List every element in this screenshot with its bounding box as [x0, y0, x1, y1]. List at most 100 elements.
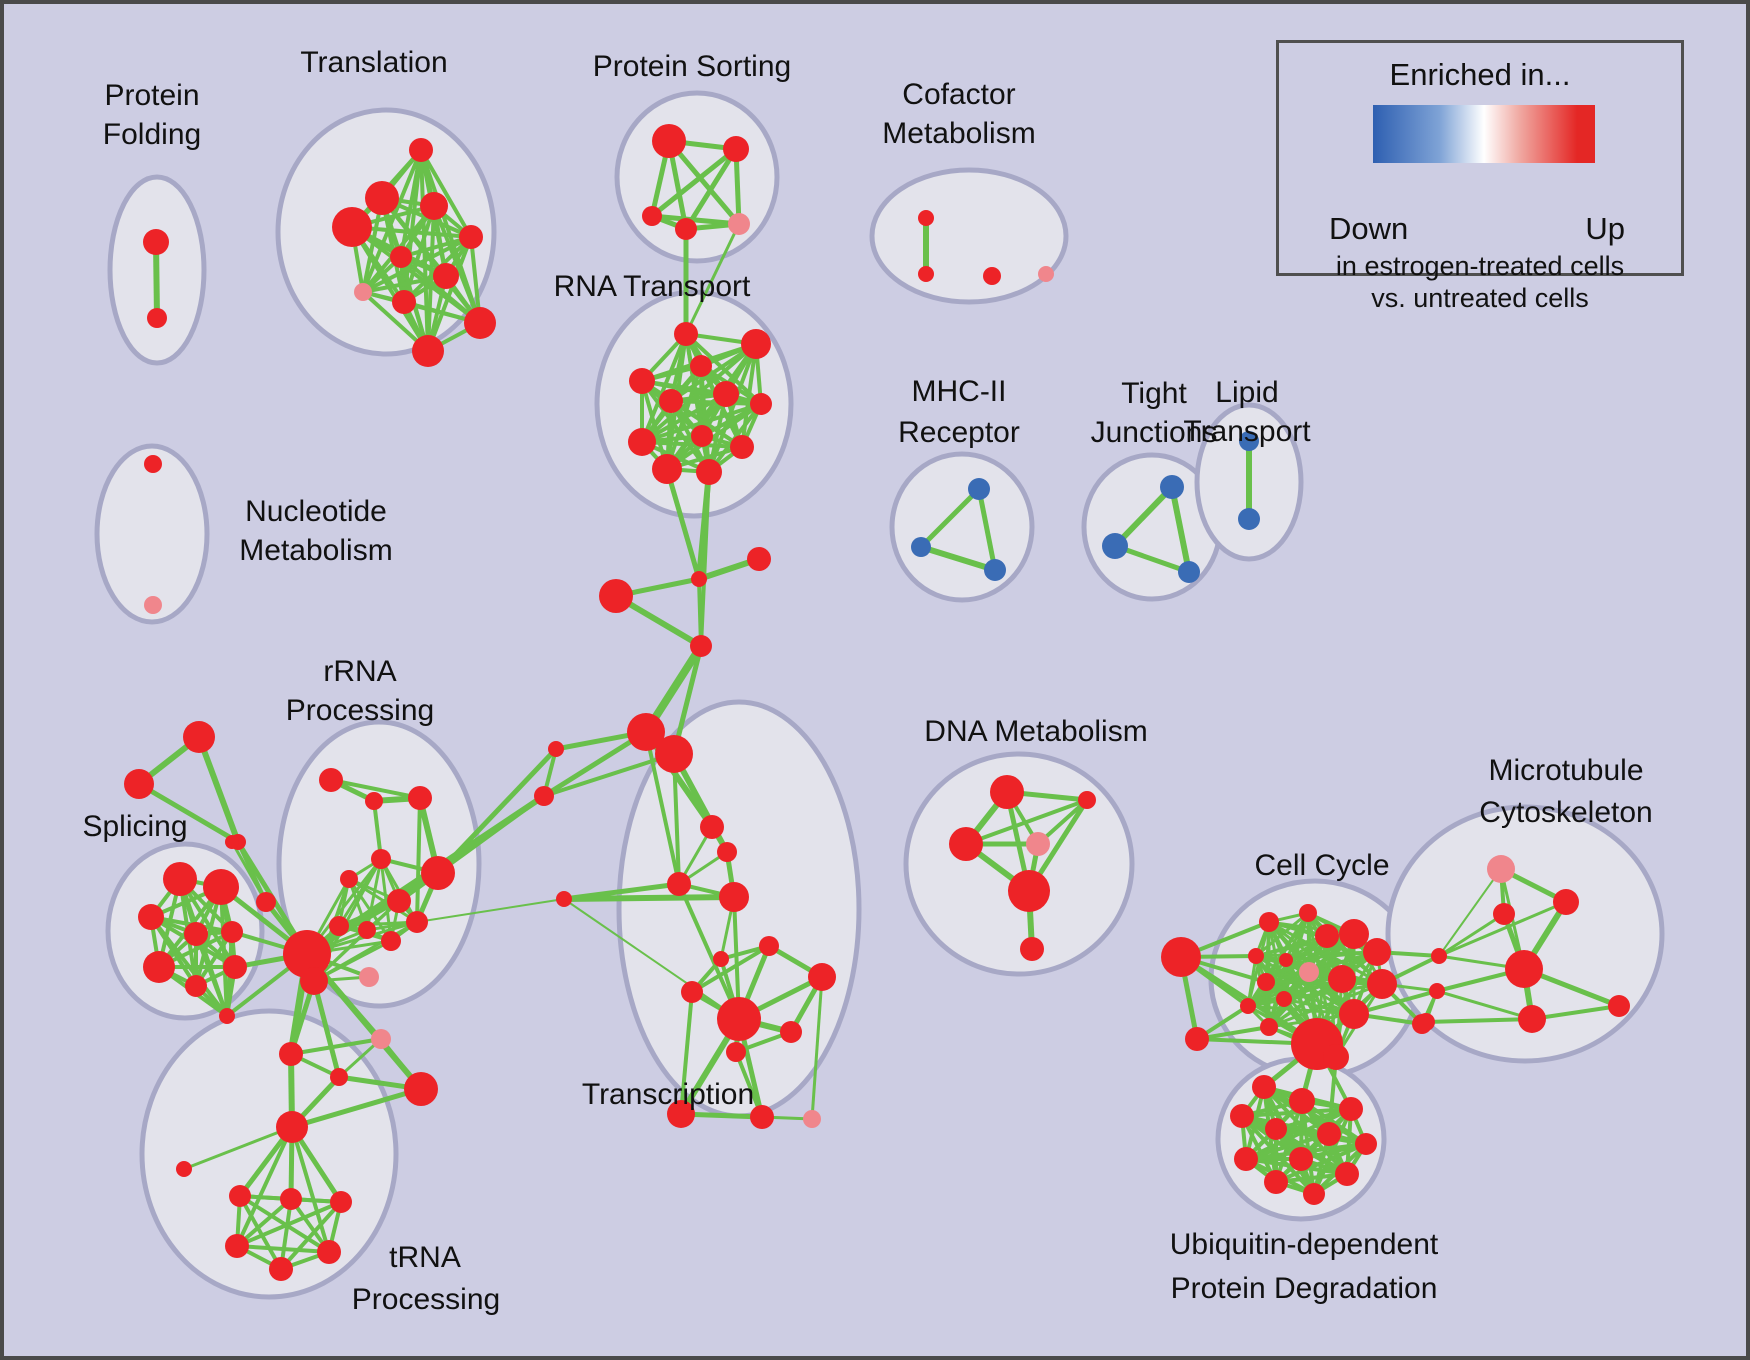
node-up-red[interactable] [719, 882, 749, 912]
node-up-red[interactable] [628, 428, 656, 456]
node-up-red[interactable] [279, 1042, 303, 1066]
node-up-red[interactable] [464, 307, 496, 339]
node-up-red[interactable] [713, 381, 739, 407]
node-down-blue[interactable] [911, 537, 931, 557]
node-up-red[interactable] [1289, 1147, 1313, 1171]
node-down-blue[interactable] [1160, 475, 1184, 499]
node-up-red[interactable] [229, 1185, 251, 1207]
node-up-red[interactable] [300, 967, 328, 995]
node-up-red[interactable] [387, 889, 411, 913]
node-up-red[interactable] [390, 246, 412, 268]
node-up-red[interactable] [256, 892, 276, 912]
node-up-red[interactable] [412, 335, 444, 367]
node-up-red[interactable] [203, 869, 239, 905]
node-up-red[interactable] [1230, 1104, 1254, 1128]
node-up-red[interactable] [1608, 995, 1630, 1017]
node-up-red[interactable] [1265, 1118, 1287, 1140]
node-up-red[interactable] [409, 138, 433, 162]
node-up-red[interactable] [276, 1111, 308, 1143]
node-up-red[interactable] [1505, 950, 1543, 988]
node-up-red[interactable] [655, 735, 693, 773]
node-up-light[interactable] [354, 283, 372, 301]
node-up-red[interactable] [1279, 953, 1293, 967]
node-up-red[interactable] [404, 1072, 438, 1106]
node-up-red[interactable] [1493, 903, 1515, 925]
node-up-light[interactable] [1038, 266, 1054, 282]
node-up-red[interactable] [599, 579, 633, 613]
node-down-blue[interactable] [1239, 431, 1259, 451]
node-up-red[interactable] [726, 1042, 746, 1062]
node-down-blue[interactable] [1178, 561, 1200, 583]
node-up-red[interactable] [652, 454, 682, 484]
node-up-red[interactable] [408, 786, 432, 810]
node-up-red[interactable] [225, 835, 239, 849]
node-up-red[interactable] [1185, 1027, 1209, 1051]
node-up-red[interactable] [747, 547, 771, 571]
node-down-blue[interactable] [984, 559, 1006, 581]
node-up-red[interactable] [1289, 1088, 1315, 1114]
node-up-red[interactable] [358, 921, 376, 939]
node-up-light[interactable] [359, 967, 379, 987]
node-up-red[interactable] [918, 266, 934, 282]
node-up-red[interactable] [1299, 904, 1317, 922]
node-up-red[interactable] [319, 768, 343, 792]
node-up-red[interactable] [1234, 1147, 1258, 1171]
node-up-red[interactable] [459, 225, 483, 249]
node-up-red[interactable] [1078, 791, 1096, 809]
node-up-red[interactable] [143, 951, 175, 983]
node-up-red[interactable] [340, 870, 358, 888]
node-up-red[interactable] [280, 1188, 302, 1210]
node-up-red[interactable] [421, 856, 455, 890]
node-up-red[interactable] [332, 207, 372, 247]
node-up-red[interactable] [144, 455, 162, 473]
node-up-light[interactable] [144, 596, 162, 614]
node-up-red[interactable] [717, 997, 761, 1041]
node-up-red[interactable] [269, 1257, 293, 1281]
node-up-red[interactable] [983, 267, 1001, 285]
node-up-red[interactable] [138, 904, 164, 930]
node-up-red[interactable] [717, 842, 737, 862]
node-up-red[interactable] [750, 1105, 774, 1129]
node-up-light[interactable] [728, 213, 750, 235]
node-up-light[interactable] [803, 1110, 821, 1128]
node-up-red[interactable] [642, 206, 662, 226]
node-up-red[interactable] [652, 124, 686, 158]
node-up-red[interactable] [392, 290, 416, 314]
node-up-red[interactable] [548, 741, 564, 757]
node-up-red[interactable] [780, 1021, 802, 1043]
node-up-red[interactable] [1355, 1133, 1377, 1155]
node-up-red[interactable] [183, 721, 215, 753]
node-up-red[interactable] [759, 936, 779, 956]
node-up-red[interactable] [750, 393, 772, 415]
node-up-red[interactable] [700, 815, 724, 839]
node-up-red[interactable] [1429, 983, 1445, 999]
node-up-red[interactable] [690, 355, 712, 377]
node-up-red[interactable] [990, 775, 1024, 809]
node-up-red[interactable] [627, 713, 665, 751]
node-up-red[interactable] [691, 571, 707, 587]
node-up-red[interactable] [675, 218, 697, 240]
node-up-red[interactable] [1328, 965, 1356, 993]
node-up-red[interactable] [696, 459, 722, 485]
node-up-red[interactable] [1363, 938, 1391, 966]
node-up-red[interactable] [1518, 1005, 1546, 1033]
node-up-red[interactable] [1339, 999, 1369, 1029]
node-up-red[interactable] [330, 1068, 348, 1086]
node-up-red[interactable] [1339, 1097, 1363, 1121]
node-up-red[interactable] [219, 1008, 235, 1024]
node-up-red[interactable] [1276, 991, 1292, 1007]
node-up-red[interactable] [365, 181, 399, 215]
node-up-red[interactable] [185, 975, 207, 997]
node-up-red[interactable] [1264, 1170, 1288, 1194]
node-up-red[interactable] [1020, 937, 1044, 961]
node-up-red[interactable] [1260, 1018, 1278, 1036]
node-up-red[interactable] [949, 827, 983, 861]
node-up-red[interactable] [1161, 937, 1201, 977]
node-up-red[interactable] [1008, 870, 1050, 912]
node-up-red[interactable] [147, 308, 167, 328]
node-up-red[interactable] [124, 769, 154, 799]
node-up-red[interactable] [730, 435, 754, 459]
node-up-light[interactable] [1487, 855, 1515, 883]
node-up-red[interactable] [176, 1161, 192, 1177]
node-up-red[interactable] [420, 192, 448, 220]
